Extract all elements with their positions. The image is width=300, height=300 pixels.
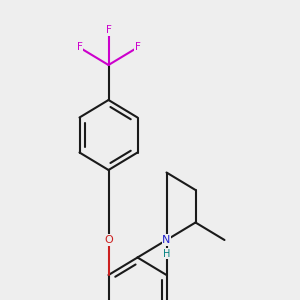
Text: O: O xyxy=(104,235,113,245)
Text: H: H xyxy=(163,249,170,259)
Text: F: F xyxy=(106,25,111,35)
Text: N: N xyxy=(162,235,171,245)
Text: F: F xyxy=(135,43,140,52)
Text: F: F xyxy=(76,43,82,52)
